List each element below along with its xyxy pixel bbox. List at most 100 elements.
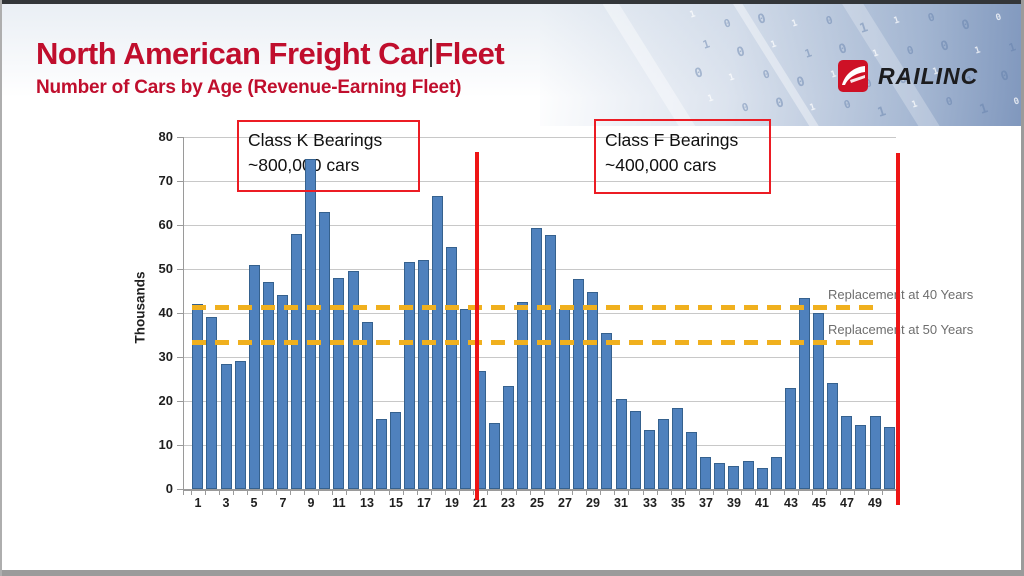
x-axis-tick-label: 39: [727, 496, 741, 510]
x-axis-tick-label: 23: [501, 496, 515, 510]
x-axis-tick: [191, 489, 192, 495]
title-text-right: Fleet: [434, 36, 505, 71]
page-title: North American Freight Car Fleet: [36, 36, 505, 72]
x-axis-tick: [755, 489, 756, 495]
x-axis-tick-label: 13: [360, 496, 374, 510]
x-axis-tick: [741, 489, 742, 495]
x-axis-tick-label: 49: [868, 496, 882, 510]
bar-age-23: [503, 386, 514, 489]
bar-age-30: [601, 333, 612, 489]
replacement-40-dashed-line: [192, 305, 877, 310]
x-axis-tick-label: 9: [307, 496, 315, 510]
x-axis-tick: [487, 489, 488, 495]
x-axis-tick: [643, 489, 644, 495]
gridline: [183, 137, 896, 138]
y-axis-tick-label: 10: [158, 437, 173, 452]
class-k-line1: Class K Bearings: [248, 130, 383, 150]
x-axis-tick: [459, 489, 460, 495]
x-axis-tick: [727, 489, 728, 495]
x-axis-tick-label: 47: [840, 496, 854, 510]
x-axis-tick-label: 37: [699, 496, 713, 510]
class-k-annotation-box: [237, 120, 420, 192]
bar-age-25: [531, 228, 542, 489]
bar-age-40: [743, 461, 754, 489]
x-axis-tick: [360, 489, 361, 495]
x-axis-tick: [403, 489, 404, 495]
x-axis-tick: [770, 489, 771, 495]
y-axis-tick-label: 50: [158, 261, 173, 276]
x-axis-tick: [219, 489, 220, 495]
window-edge-bottom: [0, 570, 1024, 576]
x-axis-tick-label: 27: [558, 496, 572, 510]
class-f-line1: Class F Bearings: [605, 130, 739, 150]
title-text-left: North American Freight Car: [36, 36, 429, 71]
bar-age-2: [206, 317, 217, 489]
x-axis-line: [183, 489, 897, 491]
y-axis-tick: [177, 401, 183, 402]
x-axis-tick-label: 33: [643, 496, 657, 510]
replacement-50-label: Replacement at 50 Years: [828, 322, 974, 337]
x-axis-tick-label: 45: [812, 496, 826, 510]
x-axis-tick: [544, 489, 545, 495]
bar-age-26: [545, 235, 556, 489]
y-axis-tick: [177, 181, 183, 182]
x-axis-tick-label: 21: [473, 496, 487, 510]
y-axis-tick: [177, 445, 183, 446]
bar-age-50: [884, 427, 895, 489]
text-cursor-caret: [430, 39, 433, 67]
railinc-logo: RAILINC: [838, 60, 978, 92]
x-axis-tick: [417, 489, 418, 495]
x-axis-tick: [473, 489, 474, 495]
y-axis-tick-label: 60: [158, 217, 173, 232]
x-axis-tick: [840, 489, 841, 495]
x-axis-tick: [318, 489, 319, 495]
x-axis-tick-label: 35: [671, 496, 685, 510]
x-axis-tick: [586, 489, 587, 495]
title-block: North American Freight Car Fleet Number o…: [36, 36, 505, 99]
bar-age-39: [728, 466, 739, 489]
x-axis-tick-label: 19: [445, 496, 459, 510]
x-axis-tick-label: 31: [614, 496, 628, 510]
y-axis-tick: [177, 357, 183, 358]
x-axis-tick: [276, 489, 277, 495]
x-axis-tick-label: 3: [222, 496, 230, 510]
x-axis-tick: [304, 489, 305, 495]
bar-age-35: [672, 408, 683, 489]
y-axis-tick-label: 30: [158, 349, 173, 364]
x-axis-tick-label: 15: [389, 496, 403, 510]
bar-age-37: [700, 457, 711, 489]
x-axis-tick: [882, 489, 883, 495]
class-k-line2: ~800,000 cars: [248, 155, 360, 175]
x-axis-tick: [685, 489, 686, 495]
bar-age-41: [757, 468, 768, 489]
bar-age-27: [559, 309, 570, 489]
x-axis-tick: [332, 489, 333, 495]
x-axis-tick: [247, 489, 248, 495]
bar-age-8: [291, 234, 302, 489]
bar-age-28: [573, 279, 584, 489]
x-axis-tick: [784, 489, 785, 495]
x-axis-tick: [868, 489, 869, 495]
bar-age-3: [221, 364, 232, 489]
x-axis-tick: [614, 489, 615, 495]
window-edge-top: [0, 0, 1024, 4]
x-axis-tick-label: 29: [586, 496, 600, 510]
x-axis-tick: [233, 489, 234, 495]
bar-age-17: [418, 260, 429, 489]
x-axis-tick: [572, 489, 573, 495]
fleet-end-marker-line: [896, 153, 900, 505]
class-f-annotation-text: Class F Bearings ~400,000 cars: [594, 120, 771, 178]
bar-age-43: [785, 388, 796, 489]
x-axis-tick: [346, 489, 347, 495]
bar-age-13: [362, 322, 373, 489]
y-axis-tick-label: 70: [158, 173, 173, 188]
bar-age-5: [249, 265, 260, 489]
bar-age-32: [630, 411, 641, 489]
bar-age-46: [827, 383, 838, 489]
replacement-50-dashed-line: [192, 340, 877, 345]
x-axis-tick-label: 11: [332, 496, 346, 510]
replacement-40-label: Replacement at 40 Years: [828, 287, 974, 302]
